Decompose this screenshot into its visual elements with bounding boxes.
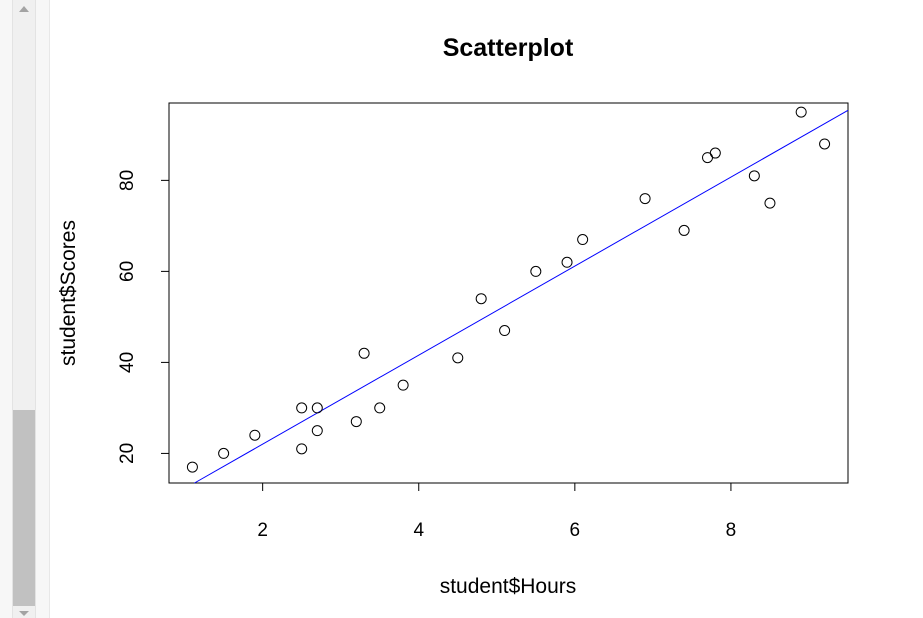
scroll-up-arrow-icon[interactable] — [19, 6, 29, 12]
x-tick-label: 6 — [570, 520, 581, 541]
data-point — [218, 447, 230, 459]
data-point — [249, 429, 261, 441]
data-point — [374, 402, 386, 414]
plot-frame — [168, 102, 849, 484]
data-point — [499, 325, 511, 337]
y-axis-label: student$Scores — [57, 220, 80, 366]
data-point — [296, 402, 308, 414]
regression-line-group — [194, 109, 849, 484]
y-axis: 20 40 60 80 — [117, 170, 170, 464]
data-point — [350, 416, 362, 428]
x-tick-label: 2 — [257, 520, 268, 541]
regression-line — [194, 109, 849, 484]
data-point — [577, 234, 589, 246]
scroll-down-arrow-icon[interactable] — [19, 611, 29, 616]
panel-divider — [49, 0, 50, 618]
y-tick-label: 40 — [117, 352, 138, 373]
data-point — [186, 461, 198, 473]
chart-title: Scatterplot — [443, 34, 574, 62]
data-point — [748, 170, 760, 182]
vertical-scrollbar[interactable] — [0, 0, 49, 618]
data-point — [639, 193, 651, 205]
y-tick-label: 60 — [117, 261, 138, 282]
x-tick-label: 8 — [726, 520, 737, 541]
scrollbar-thumb[interactable] — [13, 410, 35, 606]
y-tick-label: 80 — [117, 170, 138, 191]
data-points — [186, 106, 831, 473]
data-point — [795, 106, 807, 118]
x-axis-label: student$Hours — [440, 575, 577, 598]
data-point — [296, 443, 308, 455]
data-point — [311, 425, 323, 437]
data-point — [702, 152, 714, 164]
data-point — [819, 138, 831, 150]
data-point — [678, 224, 690, 236]
x-axis: 2 4 6 8 — [257, 482, 737, 541]
data-point — [561, 256, 573, 268]
data-point — [452, 352, 464, 364]
data-point — [530, 265, 542, 277]
data-point — [397, 379, 409, 391]
data-point — [358, 347, 370, 359]
x-tick-label: 4 — [413, 520, 424, 541]
data-point — [764, 197, 776, 209]
data-point — [311, 402, 323, 414]
y-tick-label: 20 — [117, 443, 138, 464]
data-point — [475, 293, 487, 305]
data-point — [709, 147, 721, 159]
